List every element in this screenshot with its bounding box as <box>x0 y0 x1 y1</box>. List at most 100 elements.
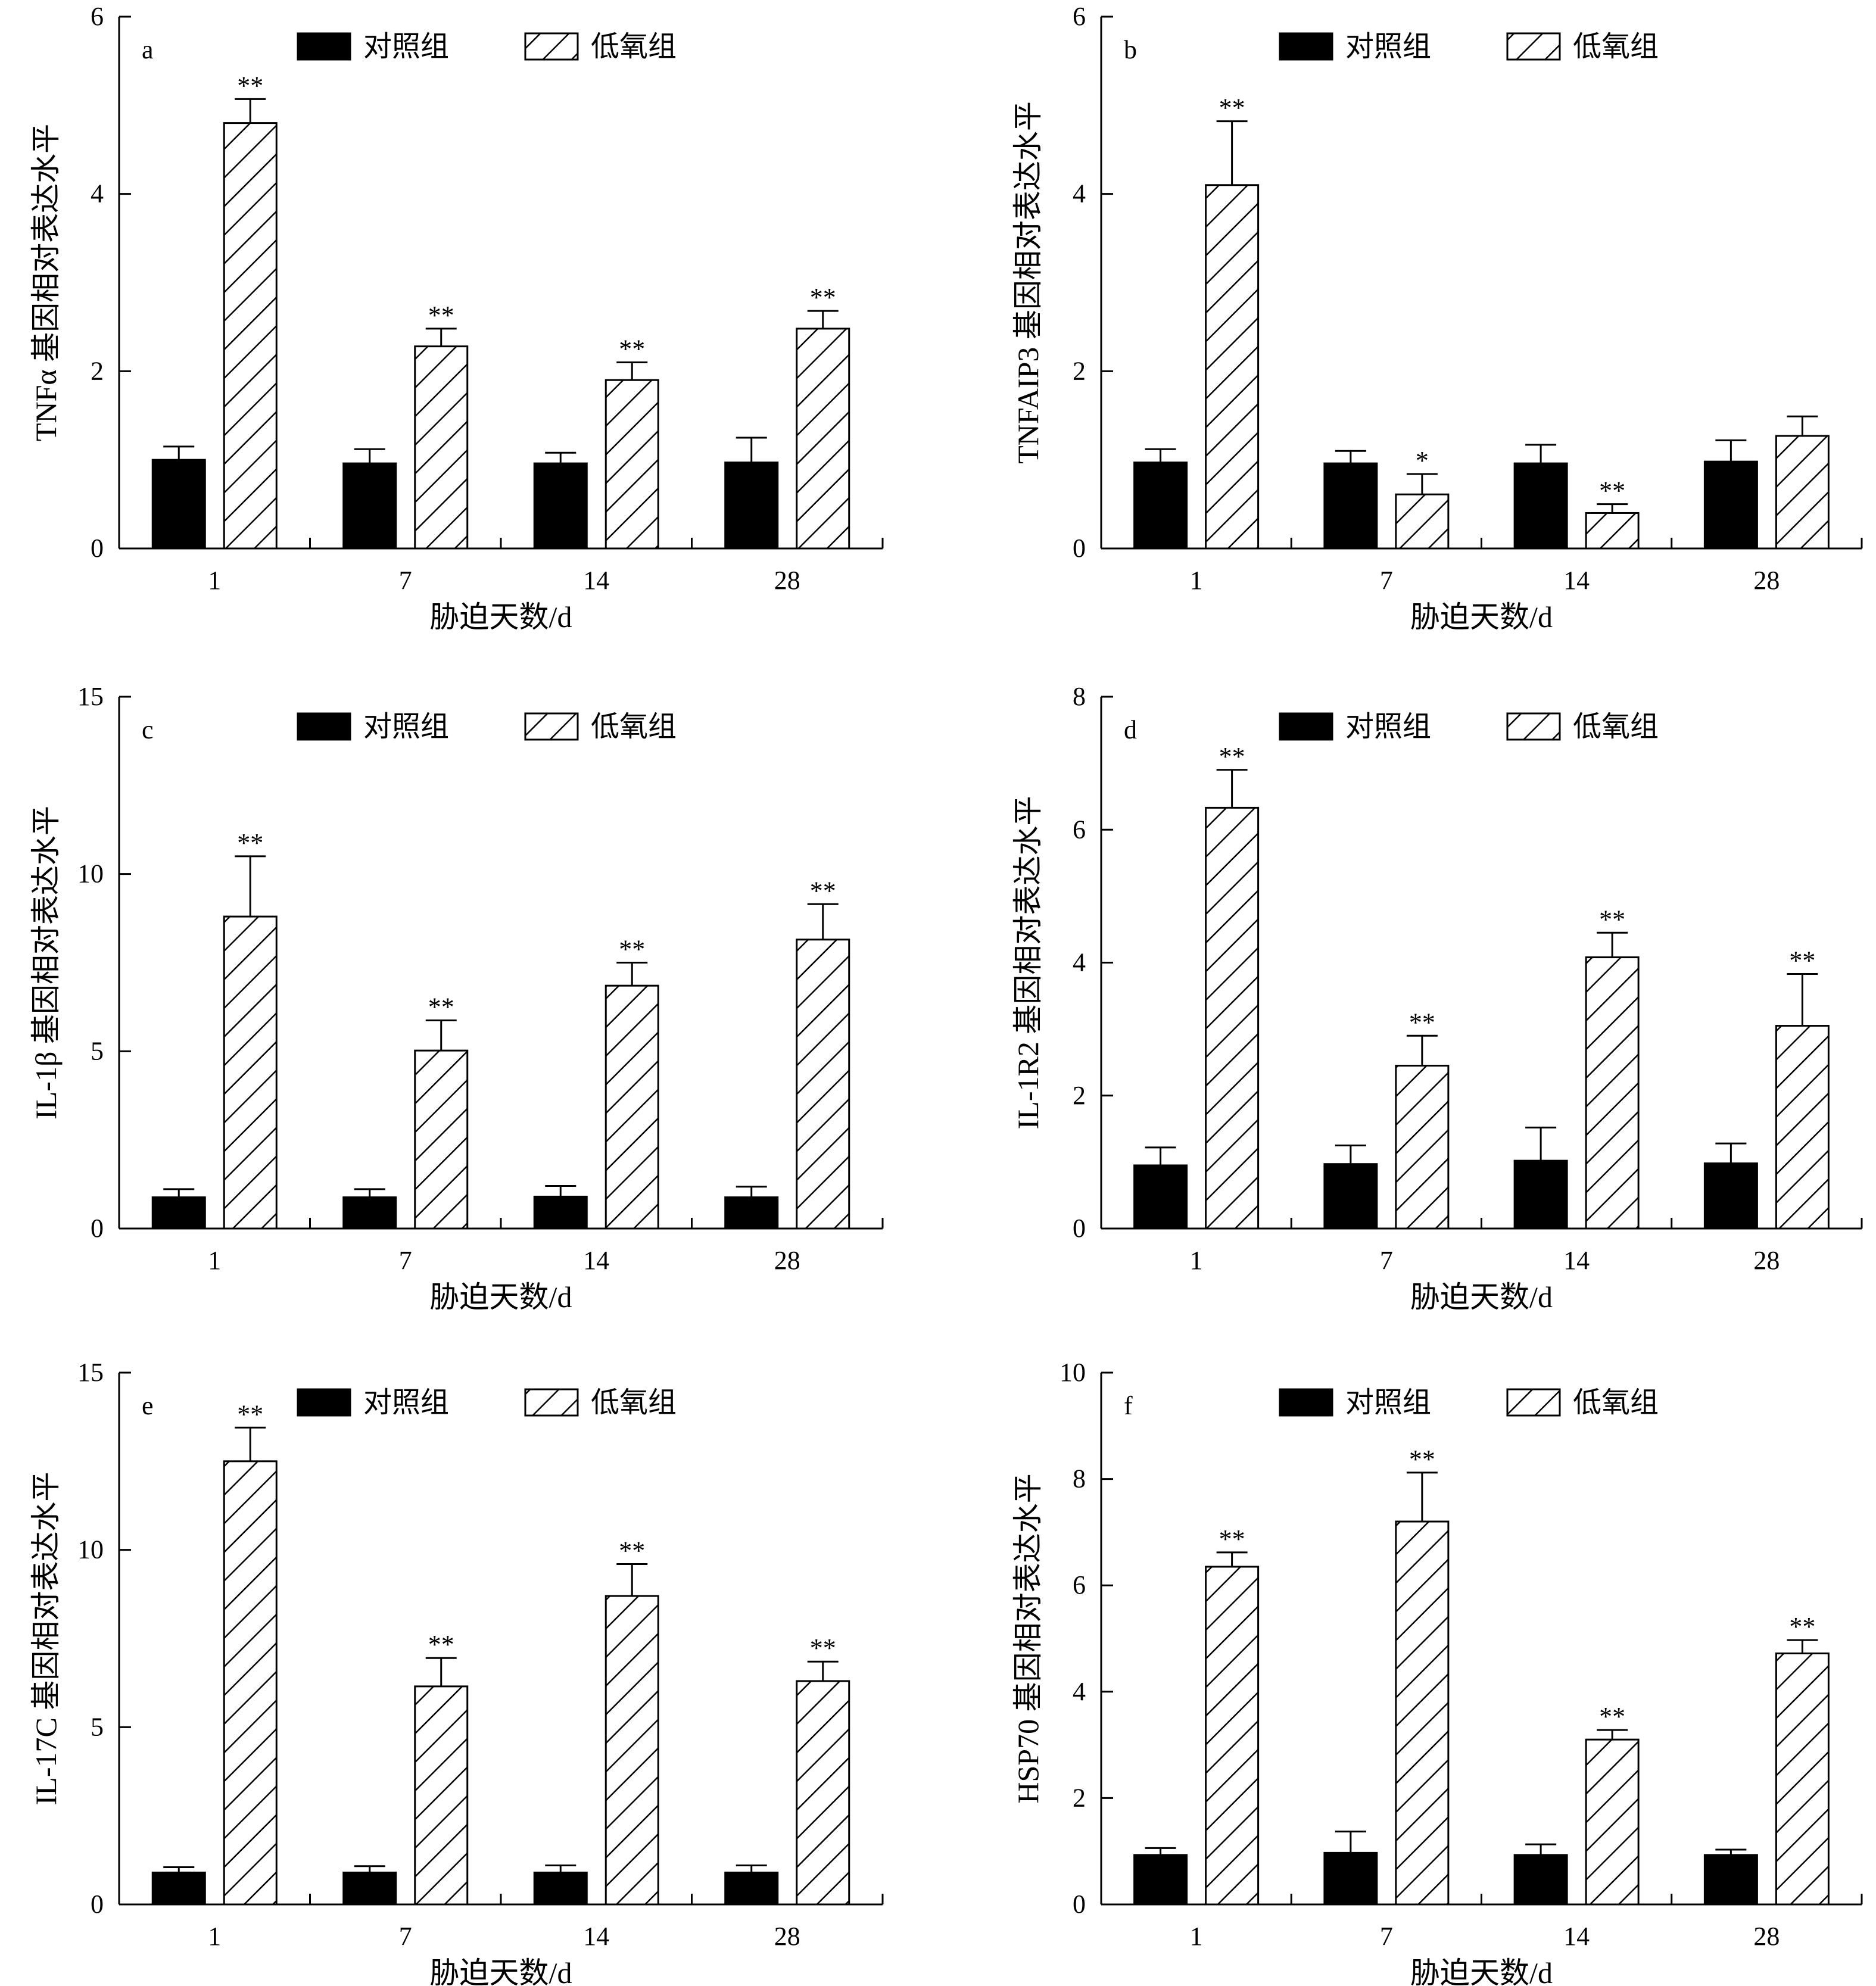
y-tick-label: 2 <box>91 356 104 385</box>
x-tick-label: 1 <box>1190 1246 1203 1275</box>
y-tick-label: 6 <box>1073 815 1086 844</box>
bar-hypoxia <box>414 1685 469 1906</box>
y-axis-label: IL-17C 基因相对表达水平 <box>29 1472 63 1806</box>
x-tick-label: 14 <box>583 566 609 595</box>
bar-hypoxia <box>1775 435 1830 550</box>
x-axis-label: 胁迫天数/d <box>1410 600 1553 634</box>
x-tick-label: 14 <box>1563 1922 1590 1951</box>
y-tick-label: 15 <box>77 682 104 711</box>
y-tick-label: 4 <box>1073 948 1086 977</box>
bar-control <box>533 1195 588 1230</box>
y-tick-label: 10 <box>77 1535 104 1564</box>
significance-label: ** <box>619 334 645 363</box>
bar-hypoxia <box>796 328 850 550</box>
bar-hypoxia <box>1775 1025 1830 1230</box>
x-tick-label: 14 <box>583 1246 609 1275</box>
bar-hypoxia <box>1775 1653 1830 1906</box>
x-tick-label: 28 <box>774 566 800 595</box>
y-tick-label: 2 <box>1073 1783 1086 1812</box>
x-tick-label: 28 <box>1753 1246 1780 1275</box>
significance-label: ** <box>1599 476 1625 506</box>
y-tick-label: 6 <box>1073 1570 1086 1600</box>
bar-hypoxia <box>604 1595 659 1906</box>
y-tick-label: 8 <box>1073 1464 1086 1494</box>
y-tick-label: 6 <box>91 2 104 31</box>
bar-hypoxia <box>1395 1065 1450 1230</box>
x-tick-label: 1 <box>1190 566 1203 595</box>
bar-hypoxia <box>1205 1566 1260 1906</box>
legend-swatch-control <box>297 32 351 61</box>
bar-control <box>151 1196 206 1230</box>
y-tick-label: 2 <box>1073 356 1086 385</box>
y-tick-label: 4 <box>91 179 104 208</box>
panel-letter: a <box>142 35 154 64</box>
bar-control <box>724 462 779 550</box>
bar-hypoxia <box>223 122 278 550</box>
legend-label-control: 对照组 <box>1345 711 1431 743</box>
bar-hypoxia <box>1395 493 1450 550</box>
significance-label: ** <box>1219 93 1245 123</box>
bar-control <box>1323 1851 1378 1906</box>
significance-label: ** <box>1599 1702 1625 1731</box>
significance-label: ** <box>619 1536 645 1565</box>
bar-hypoxia <box>223 915 278 1230</box>
x-tick-label: 1 <box>1190 1922 1203 1951</box>
legend-label-hypoxia: 低氧组 <box>591 1387 677 1418</box>
x-axis-label: 胁迫天数/d <box>430 1280 572 1314</box>
legend-label-hypoxia: 低氧组 <box>1573 31 1659 63</box>
bar-hypoxia <box>1205 806 1260 1230</box>
y-tick-label: 10 <box>1059 1358 1086 1387</box>
legend-swatch-hypoxia <box>524 32 579 61</box>
legend-swatch-hypoxia <box>1506 32 1561 61</box>
x-tick-label: 28 <box>1753 566 1780 595</box>
y-tick-label: 4 <box>1073 1677 1086 1706</box>
significance-label: ** <box>237 1399 263 1429</box>
bar-control <box>533 462 588 550</box>
x-tick-label: 14 <box>1563 566 1590 595</box>
x-tick-label: 7 <box>399 1246 412 1275</box>
legend-label-hypoxia: 低氧组 <box>591 711 677 743</box>
y-tick-label: 5 <box>91 1036 104 1065</box>
significance-label: ** <box>428 1630 454 1659</box>
legend-swatch-hypoxia <box>524 712 579 741</box>
y-axis-label: TNFAIP3 基因相对表达水平 <box>1011 101 1045 464</box>
bar-hypoxia <box>414 1049 469 1230</box>
y-tick-label: 15 <box>77 1358 104 1387</box>
legend-label-hypoxia: 低氧组 <box>1573 711 1659 743</box>
significance-label: ** <box>1789 946 1815 975</box>
bar-hypoxia <box>1585 956 1640 1230</box>
y-tick-label: 10 <box>77 859 104 888</box>
legend-swatch-hypoxia <box>524 1388 579 1417</box>
bar-control <box>1703 1162 1758 1230</box>
x-tick-label: 7 <box>1380 566 1393 595</box>
y-tick-label: 0 <box>1073 534 1086 563</box>
x-tick-label: 7 <box>399 566 412 595</box>
bar-control <box>724 1196 779 1230</box>
legend-label-control: 对照组 <box>363 711 449 743</box>
panel-letter: d <box>1124 715 1137 744</box>
legend-label-control: 对照组 <box>363 1387 449 1418</box>
legend-label-control: 对照组 <box>1345 31 1431 63</box>
significance-label: ** <box>1219 742 1245 771</box>
bar-hypoxia <box>796 939 850 1230</box>
bar-hypoxia <box>1205 184 1260 550</box>
bar-control <box>151 1871 206 1906</box>
y-tick-label: 0 <box>1073 1214 1086 1243</box>
significance-label: ** <box>1219 1524 1245 1554</box>
x-axis-label: 胁迫天数/d <box>430 1956 572 1986</box>
x-tick-label: 14 <box>583 1922 609 1951</box>
y-tick-label: 8 <box>1073 682 1086 711</box>
panel-letter: b <box>1124 35 1137 64</box>
legend-label-control: 对照组 <box>1345 1387 1431 1418</box>
bar-control <box>724 1871 779 1906</box>
significance-label: ** <box>1789 1612 1815 1641</box>
panel-letter: e <box>142 1391 154 1420</box>
x-tick-label: 7 <box>399 1922 412 1951</box>
legend-label-hypoxia: 低氧组 <box>1573 1387 1659 1418</box>
x-axis-label: 胁迫天数/d <box>1410 1956 1553 1986</box>
significance-label: ** <box>810 283 836 312</box>
bar-hypoxia <box>604 984 659 1230</box>
bar-hypoxia <box>223 1460 278 1906</box>
